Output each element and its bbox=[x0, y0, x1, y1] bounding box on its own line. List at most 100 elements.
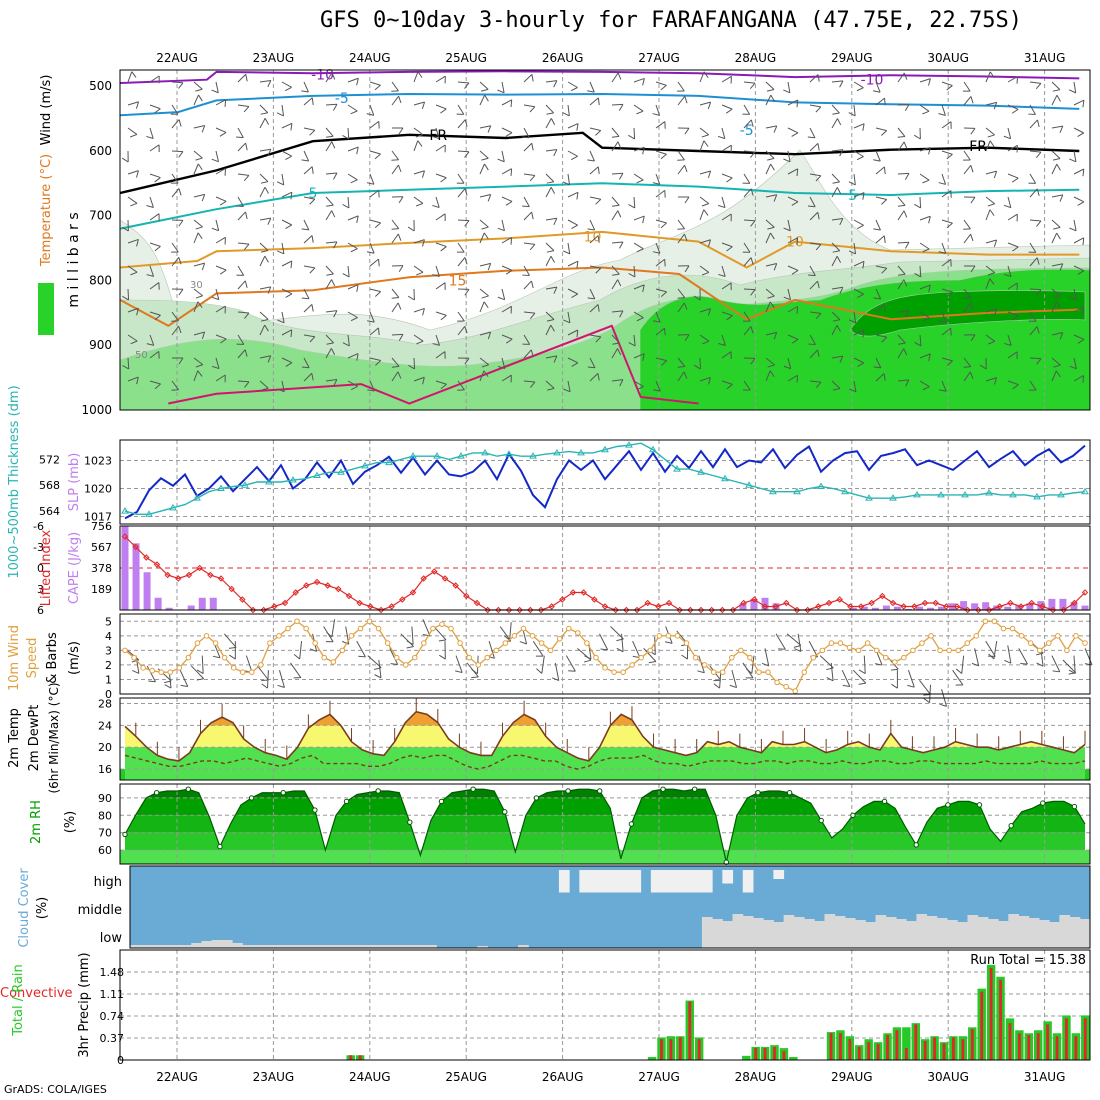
wind-barb bbox=[765, 94, 775, 106]
slp-tick-label: 1020 bbox=[84, 483, 112, 496]
wind-barb bbox=[276, 104, 285, 117]
li-marker bbox=[996, 603, 1003, 610]
thickness-marker bbox=[577, 448, 585, 456]
cloud-low-bar bbox=[712, 919, 723, 948]
wind-barb bbox=[963, 334, 976, 342]
wind-barb bbox=[149, 173, 161, 183]
wind-barb bbox=[367, 655, 382, 670]
cloud-low-bar bbox=[221, 940, 233, 948]
isotherm-label: -10 bbox=[311, 68, 334, 84]
precip-conv-bar bbox=[782, 1051, 786, 1060]
cloud-low-bar bbox=[170, 945, 182, 948]
top-date-label: 25AUG bbox=[445, 51, 487, 65]
cloud-low-bar bbox=[272, 945, 284, 948]
wind-barb bbox=[611, 72, 622, 83]
wind-barb bbox=[633, 146, 645, 155]
wind-marker bbox=[593, 654, 599, 661]
svg-text:(6hr Min/Max) (°C): (6hr Min/Max) (°C) bbox=[47, 682, 61, 793]
wind-barb bbox=[523, 73, 534, 83]
wind-barb bbox=[236, 334, 245, 345]
wind-barb bbox=[1028, 311, 1037, 322]
rh-marker bbox=[755, 789, 761, 796]
wind-barb bbox=[633, 173, 644, 184]
li-marker bbox=[431, 568, 438, 575]
wind-barb bbox=[391, 95, 402, 106]
wind-barb bbox=[413, 376, 425, 385]
slp-line bbox=[124, 444, 1086, 520]
precip-conv-bar bbox=[358, 1055, 362, 1060]
wind-barb bbox=[523, 349, 534, 359]
upper-air-frame bbox=[119, 69, 1091, 411]
wind-barb bbox=[831, 104, 840, 115]
wind-barb bbox=[826, 662, 834, 682]
isotherm-label: 10 bbox=[584, 229, 602, 245]
svg-text:(%): (%) bbox=[35, 897, 50, 920]
wind-barb bbox=[497, 150, 505, 163]
wind-barb bbox=[1069, 357, 1077, 370]
wind-barb bbox=[941, 327, 952, 336]
cloud-low-bar bbox=[1079, 919, 1091, 948]
wind-barb bbox=[875, 196, 888, 205]
wind-barb bbox=[963, 219, 971, 230]
wind-marker bbox=[194, 640, 201, 646]
isotherm-label: 10 bbox=[786, 235, 804, 251]
pressure-tick-label: 500 bbox=[89, 79, 112, 93]
wind-barb bbox=[952, 669, 964, 686]
pressure-tick-label: 900 bbox=[89, 338, 112, 352]
lifted-index-axis-label: Lifted Index bbox=[39, 529, 54, 606]
wind-marker bbox=[122, 647, 128, 654]
wind-barb bbox=[963, 96, 974, 106]
wind-barb bbox=[237, 104, 250, 113]
thickness-tick-label: 564 bbox=[39, 505, 60, 518]
thickness-marker bbox=[961, 490, 969, 498]
wind-barb bbox=[374, 659, 382, 679]
wind-barb bbox=[655, 150, 667, 160]
wind-barb bbox=[567, 260, 579, 269]
cape-tick-label: 756 bbox=[91, 520, 112, 533]
wind-barb bbox=[1068, 81, 1077, 94]
precip-conv-bar bbox=[773, 1046, 776, 1060]
wind-barb bbox=[875, 265, 888, 274]
svg-text:Wind (m/s): Wind (m/s) bbox=[39, 75, 54, 146]
wind-barb bbox=[677, 371, 688, 382]
wind-barb bbox=[215, 99, 227, 107]
wind-barb bbox=[259, 173, 269, 184]
cloud-low-bar bbox=[140, 945, 151, 948]
li-marker bbox=[324, 582, 331, 589]
wind-barb bbox=[653, 380, 661, 392]
wind-barb bbox=[301, 219, 310, 231]
cape-bar bbox=[750, 598, 758, 610]
wind-barb bbox=[391, 81, 399, 92]
wind-barb bbox=[963, 150, 971, 161]
wind-barb bbox=[479, 94, 489, 106]
wind-barb bbox=[611, 379, 624, 387]
wind-barb bbox=[407, 288, 415, 301]
wind-marker bbox=[982, 618, 989, 625]
wind-barb bbox=[432, 127, 440, 140]
wind-barb bbox=[303, 97, 314, 106]
wind-barb bbox=[589, 304, 600, 313]
rh-marker bbox=[945, 802, 951, 808]
wind-barb bbox=[149, 282, 160, 290]
wind-barb bbox=[259, 186, 269, 198]
wind-barb bbox=[193, 262, 206, 271]
wind-barb bbox=[432, 265, 440, 277]
cape-bar bbox=[904, 608, 912, 610]
wind-barb bbox=[215, 236, 226, 245]
wind-barb bbox=[391, 196, 404, 204]
wind-barb bbox=[501, 99, 513, 108]
wind-marker bbox=[230, 665, 237, 671]
wind-barb bbox=[212, 357, 220, 370]
li-marker bbox=[281, 599, 289, 607]
wind-marker bbox=[792, 688, 798, 694]
wind-barb bbox=[611, 348, 622, 359]
wind-barb bbox=[479, 219, 489, 230]
top-date-label: 28AUG bbox=[735, 51, 777, 65]
li-marker bbox=[911, 603, 918, 610]
precip-conv-bar bbox=[1074, 1036, 1078, 1060]
wind-barb bbox=[369, 189, 380, 198]
thickness-marker bbox=[841, 487, 849, 495]
svg-text:(m/s): (m/s) bbox=[67, 641, 82, 675]
li-marker bbox=[889, 599, 897, 607]
li-marker bbox=[1081, 589, 1089, 596]
